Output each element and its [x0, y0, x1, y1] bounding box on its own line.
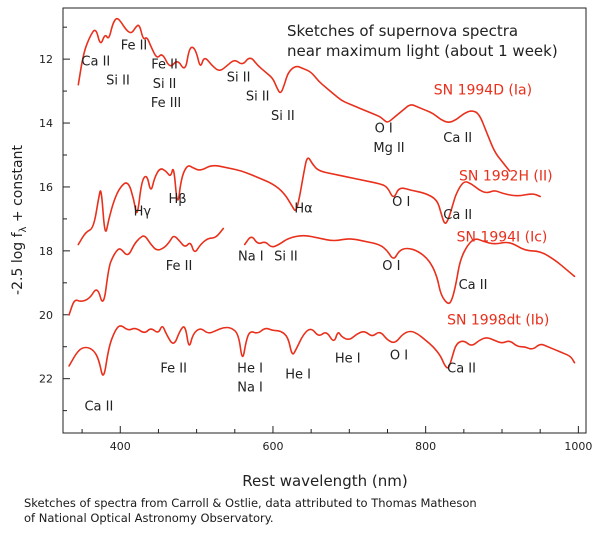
line-id-label: O I	[382, 259, 400, 274]
figure-caption: Sketches of spectra from Carroll & Ostli…	[24, 496, 584, 526]
line-id-label: He I	[285, 368, 311, 383]
y-axis-label: -2.5 log fλ + constant	[10, 145, 29, 295]
line-id-label: Hβ	[168, 192, 186, 207]
line-id-label: Ca II	[84, 400, 113, 415]
x-tick-label: 600	[262, 440, 283, 453]
line-id-label: O I	[375, 122, 393, 137]
line-id-label: Hγ	[134, 205, 152, 220]
spectrum-line-4	[68, 325, 576, 376]
y-tick-label: 16	[39, 181, 53, 194]
line-id-label: Fe III	[151, 96, 181, 111]
spectrum-line-0	[77, 17, 511, 172]
y-tick-label: 12	[39, 53, 53, 66]
line-id-label: Na I	[238, 249, 264, 264]
line-id-label: O I	[390, 349, 408, 364]
line-id-label: Ca II	[447, 361, 476, 376]
line-id-label: Fe II	[121, 39, 148, 54]
chart-subtitle: near maximum light (about 1 week)	[287, 42, 558, 60]
plot-frame	[62, 7, 587, 434]
y-tick-label: 20	[39, 309, 53, 322]
chart-title: Sketches of supernova spectra	[287, 22, 518, 40]
line-id-label: Ca II	[81, 55, 110, 70]
y-tick-label: 14	[39, 117, 53, 130]
line-id-label: Si II	[227, 70, 251, 85]
line-id-label: Fe II	[160, 361, 187, 376]
spectrum-line-3	[243, 234, 576, 305]
line-id-label: Ca II	[443, 208, 472, 223]
spectrum-line-1	[77, 157, 541, 246]
x-tick-label: 1000	[564, 440, 592, 453]
line-id-label: Mg II	[373, 141, 404, 156]
line-id-label: Fe II	[166, 259, 193, 274]
line-id-label: Hα	[294, 202, 312, 217]
series-name-label: SN 1992H (II)	[459, 169, 553, 185]
line-id-label: Si II	[274, 249, 298, 264]
line-id-label: He I	[237, 361, 263, 376]
axes: 400 600 800 1000 12 14 16 18 20 22	[39, 26, 592, 453]
y-tick-label: 22	[39, 373, 53, 386]
y-tick-label: 18	[39, 245, 53, 258]
x-axis-label: Rest wavelength (nm)	[242, 472, 407, 490]
y-axis-label-tail: + constant	[10, 145, 26, 227]
line-id-label: O I	[392, 195, 410, 210]
caption-line-1: Sketches of spectra from Carroll & Ostli…	[24, 496, 477, 510]
spectrum-line-2	[68, 227, 225, 316]
line-id-label: Ca II	[459, 278, 488, 293]
series-name-label: SN 1998dt (Ib)	[447, 312, 549, 328]
line-id-label: Fe II	[151, 58, 178, 73]
line-id-label: Si II	[153, 77, 177, 92]
line-id-label: Ca II	[443, 131, 472, 146]
spectra-series	[68, 17, 576, 376]
series-name-label: SN 1994D (Ia)	[434, 82, 532, 98]
line-id-label: Si II	[271, 109, 295, 124]
x-tick-label: 400	[110, 440, 131, 453]
line-id-label: He I	[335, 352, 361, 367]
line-id-label: Na I	[237, 380, 263, 395]
y-axis-label-main: -2.5 log f	[10, 231, 26, 295]
series-name-label: SN 1994I (Ic)	[457, 229, 548, 245]
line-id-label: Si II	[106, 74, 130, 89]
x-tick-label: 800	[415, 440, 436, 453]
y-axis-label-sub: λ	[18, 226, 29, 232]
line-id-label: Si II	[246, 90, 270, 105]
caption-line-2: of National Optical Astronomy Observator…	[24, 511, 274, 525]
